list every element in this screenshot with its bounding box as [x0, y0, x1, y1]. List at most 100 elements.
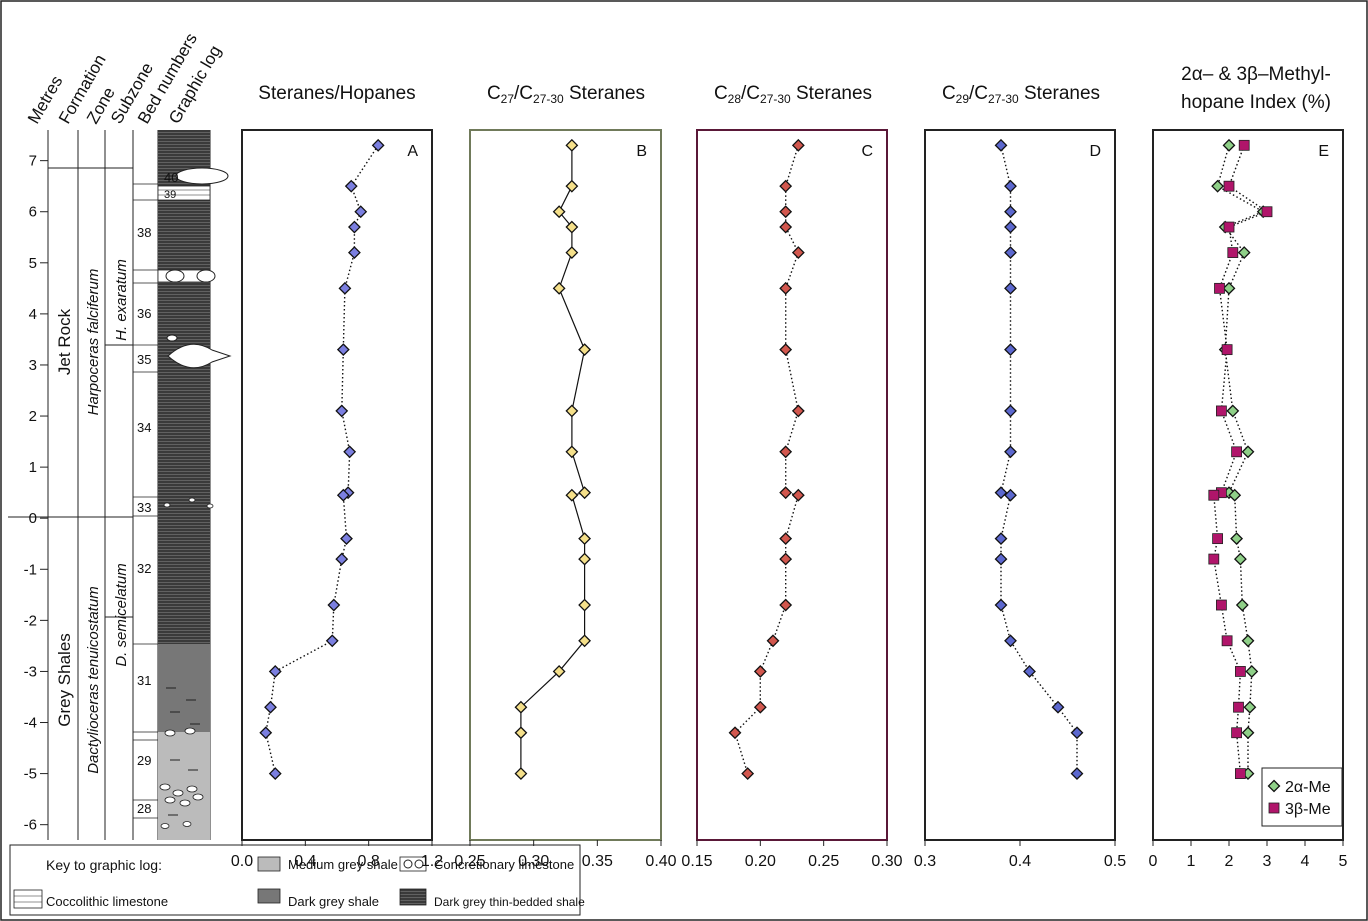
data-point [994, 532, 1008, 546]
x-tick-label: 0.25 [808, 853, 839, 870]
data-point [1237, 246, 1251, 260]
x-tick-label: 0.40 [645, 853, 676, 870]
title-b: C27/C27-30 Steranes [487, 83, 645, 106]
data-point [1238, 139, 1250, 151]
data-point [779, 552, 793, 566]
data-point [268, 767, 282, 781]
data-point [336, 488, 350, 502]
data-point [347, 246, 361, 260]
bed-29: 29 [137, 753, 151, 768]
data-point [791, 138, 805, 152]
data-point [327, 598, 341, 612]
key-concretionary-limestone: Concretionary limestone [434, 857, 574, 872]
data-point [1231, 446, 1242, 458]
data-point [1051, 700, 1065, 714]
data-point [336, 343, 350, 357]
data-point [779, 179, 793, 193]
data-point [1245, 665, 1259, 678]
zone-harpoceras-falciferum: Harpoceras falciferum [85, 269, 102, 416]
data-point [344, 179, 358, 193]
bed-35: 35 [137, 352, 151, 367]
data-point [779, 281, 793, 295]
data-point [1216, 405, 1227, 417]
data-point [264, 700, 277, 714]
data-point [1214, 282, 1225, 294]
data-point [514, 726, 528, 740]
bed-31: 31 [137, 673, 151, 688]
data-point [340, 532, 353, 546]
subzone-h-exaratum: H. exaratum [113, 259, 130, 341]
log-coccolithic-bed-39 [157, 185, 211, 201]
title-c: C28/C27-30 Steranes [714, 83, 872, 106]
x-tick-label: 0.15 [681, 853, 712, 870]
panel-frame [1152, 129, 1344, 841]
data-point [1004, 281, 1017, 295]
data-point [1216, 599, 1227, 611]
panel-frame [696, 129, 888, 841]
data-point [338, 281, 352, 295]
data-point [1221, 635, 1233, 647]
data-point [335, 404, 349, 418]
data-point [994, 486, 1008, 500]
data-point [1228, 488, 1242, 502]
panel-b: B 0.25 0.30 0.35 0.40 [454, 129, 677, 870]
data-point [552, 665, 566, 678]
key-swatch-coccolithic-limestone [13, 889, 43, 909]
legend-marker [1268, 802, 1280, 814]
log-thin-bedded-shale-lower [158, 516, 210, 644]
key-medium-grey-shale: Medium grey shale [288, 857, 398, 872]
x-tick-label: 0.0 [231, 853, 253, 870]
x-tick-label: 0.30 [871, 853, 902, 870]
x-tick-label: 0.35 [582, 853, 613, 870]
data-point [779, 486, 793, 500]
data-point [1208, 489, 1220, 501]
data-point [1222, 281, 1236, 295]
data-point [578, 486, 592, 500]
data-point [779, 343, 793, 357]
metres-tick-label: 0 [29, 510, 37, 527]
x-tick-label: 1.2 [421, 853, 443, 870]
subzone-d-semicelatum: D. semicelatum [113, 563, 130, 666]
legend-marker [1267, 779, 1281, 793]
data-point [1261, 206, 1273, 218]
panel-frame [469, 129, 662, 841]
data-point [1226, 404, 1240, 418]
bed-33: 33 [137, 500, 151, 515]
data-point [565, 179, 579, 193]
legend-label: 3β-Me [1285, 801, 1331, 818]
data-point [779, 532, 793, 546]
concretion-bed-35 [167, 343, 232, 369]
metres-tick-label: -2 [24, 612, 37, 629]
x-tick-label: 0.20 [745, 853, 776, 870]
data-point [766, 634, 780, 648]
metres-tick-label: 3 [29, 357, 37, 374]
title-e-line2: hopane Index (%) [1181, 92, 1331, 113]
data-point [1221, 344, 1233, 356]
data-point [1223, 221, 1235, 233]
data-point [565, 404, 579, 418]
data-point [1223, 180, 1235, 192]
concretion-bed-40 [175, 167, 229, 185]
data-point [1004, 488, 1017, 502]
legend: 2α-Me 3β-Me [1261, 767, 1343, 827]
bed-39: 39 [164, 189, 176, 201]
bed-34: 34 [137, 420, 151, 435]
data-point [1208, 553, 1220, 565]
data-point [371, 138, 385, 152]
data-point [565, 445, 579, 459]
data-point [514, 767, 528, 781]
metres-tick-label: 4 [29, 306, 37, 323]
data-point [779, 445, 793, 459]
panel-titles: Steranes/Hopanes C27/C27-30 Steranes C28… [258, 64, 1331, 113]
key-swatch-dark-grey-shale [257, 888, 281, 904]
data-point [728, 726, 742, 740]
x-tick-label: 2 [1225, 853, 1234, 870]
data-point [335, 552, 349, 566]
data-point [1233, 552, 1247, 566]
bed-36: 36 [137, 306, 151, 321]
key-title: Key to graphic log: [46, 857, 162, 873]
x-tick-label: 0.25 [454, 853, 485, 870]
data-point [259, 726, 273, 740]
data-point [565, 246, 579, 260]
